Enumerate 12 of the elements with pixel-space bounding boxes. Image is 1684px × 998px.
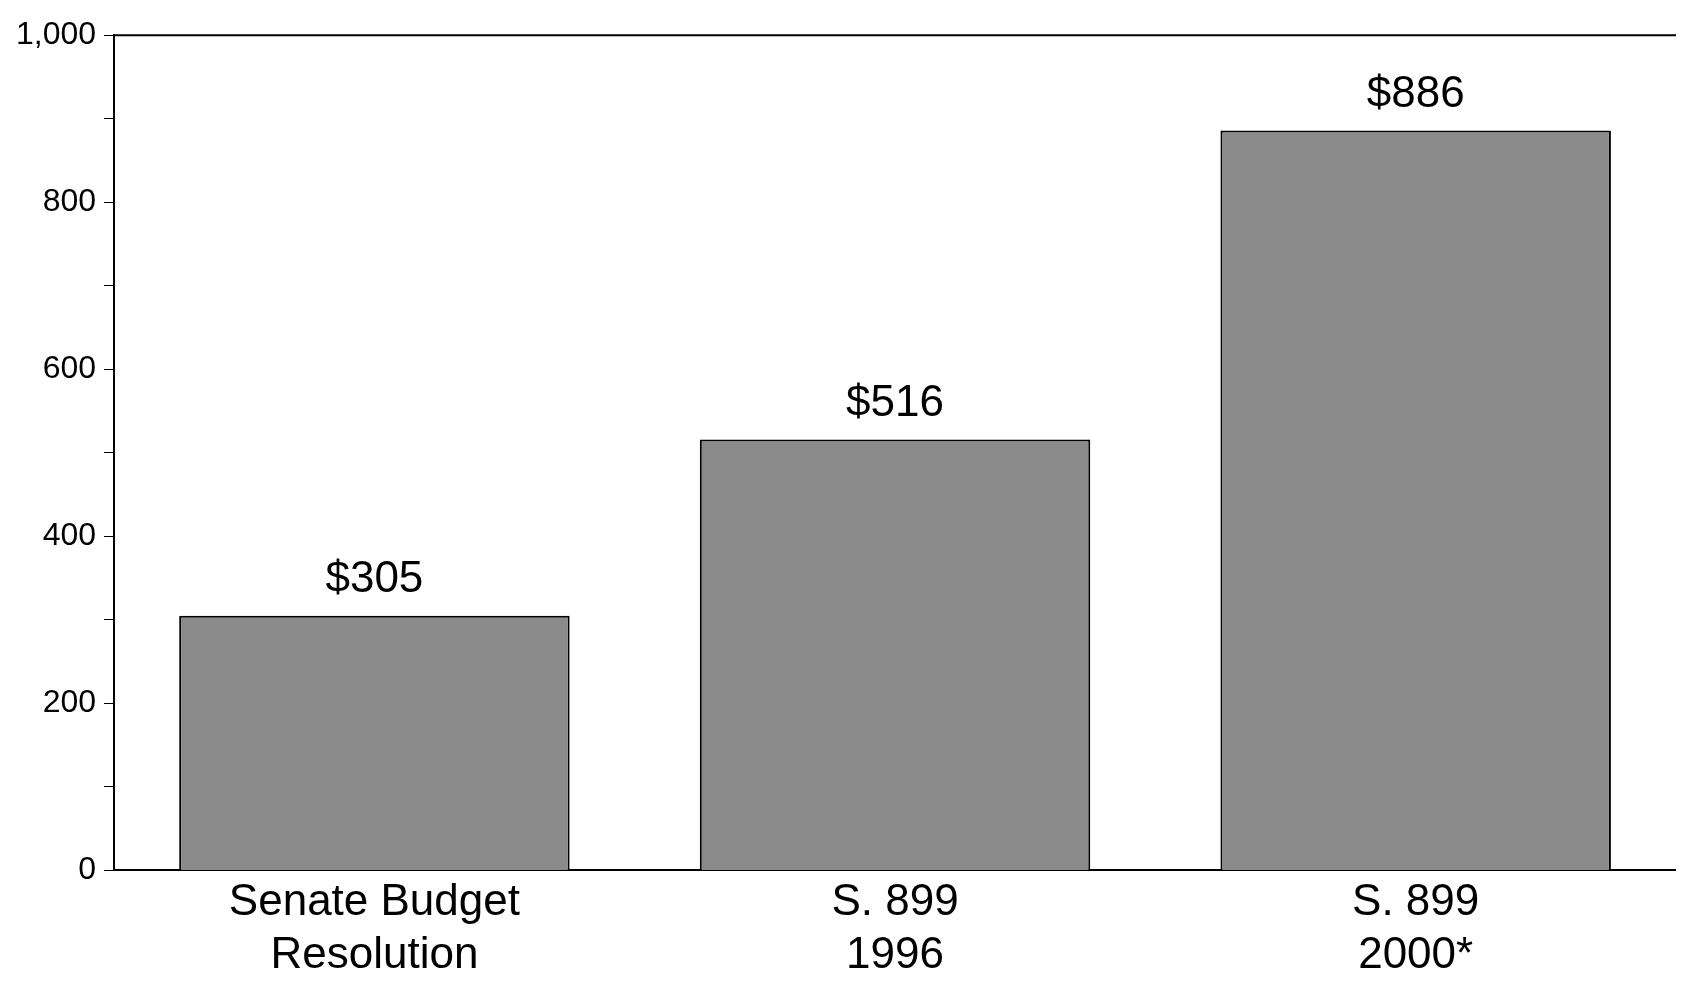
y-tick-label: 1,000 [16, 15, 97, 52]
x-tick-label: S. 899 2000* [1352, 874, 1480, 977]
data-label: $516 [846, 375, 944, 425]
x-tick-label: S. 899 1996 [831, 874, 959, 977]
x-tick-label: Senate Budget Resolution [228, 874, 520, 977]
y-tick-label: 800 [42, 182, 97, 219]
y-tick-label: 600 [42, 349, 97, 386]
y-tick-label: 0 [78, 850, 97, 887]
data-label: $305 [325, 551, 424, 601]
data-label: $886 [1366, 66, 1465, 116]
y-tick-label: 400 [42, 516, 97, 553]
y-tick-label: 200 [42, 683, 97, 720]
